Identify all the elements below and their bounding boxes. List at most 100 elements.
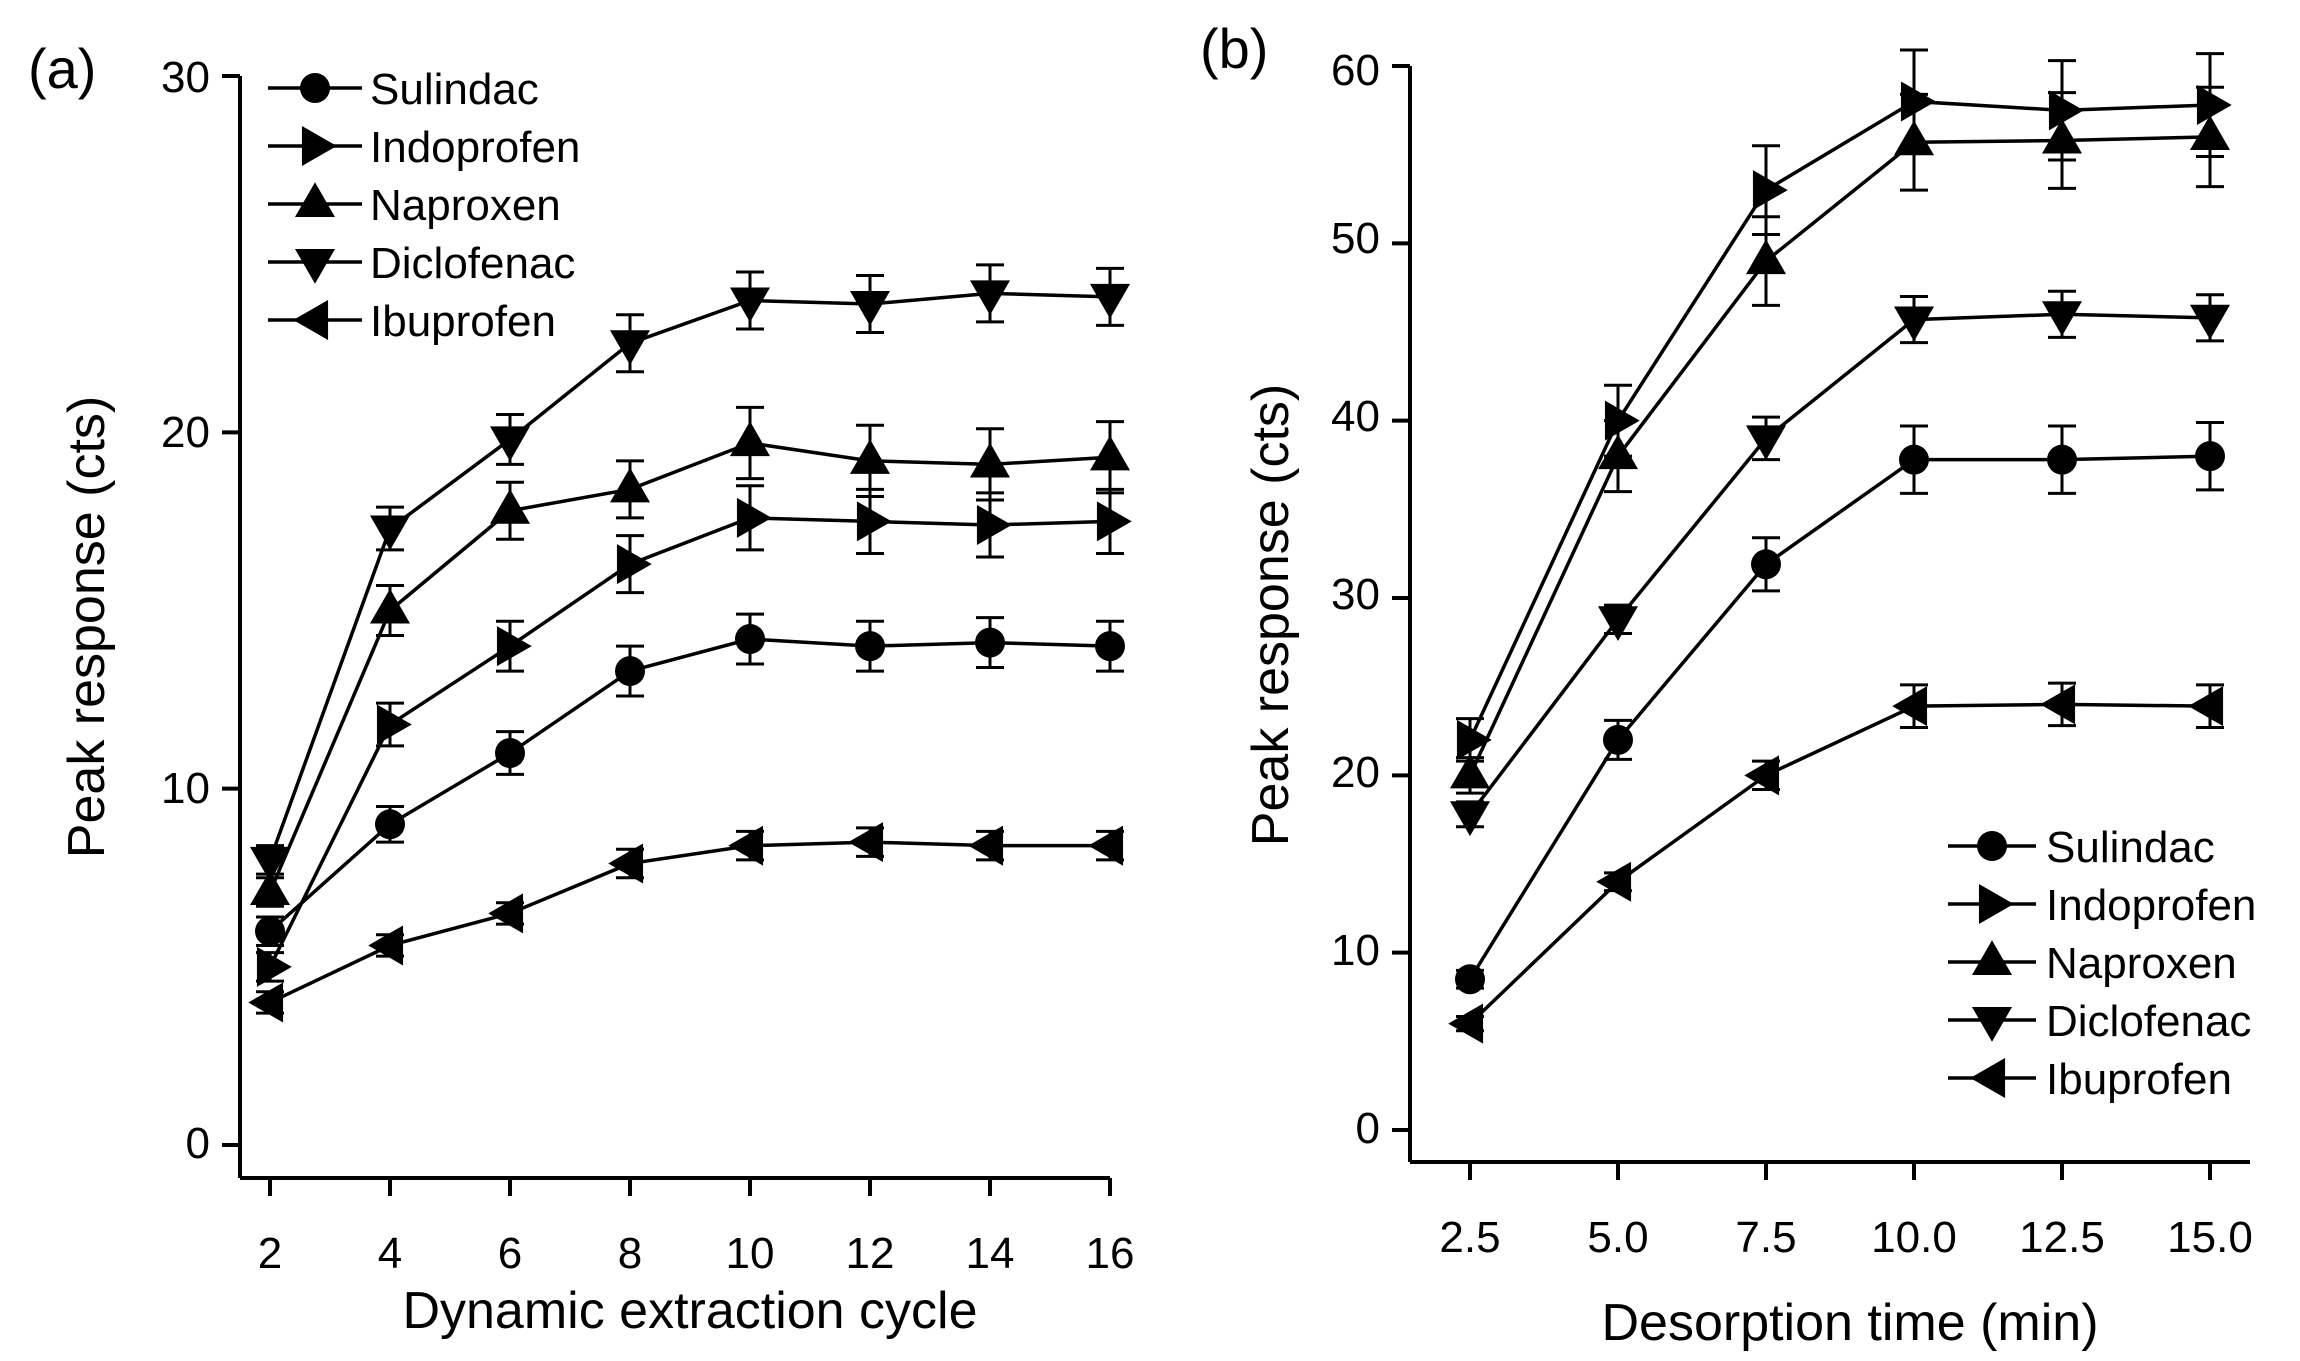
data-point	[489, 426, 531, 462]
data-point	[736, 497, 772, 538]
data-point	[1455, 964, 1485, 995]
series-line	[268, 637, 1111, 933]
data-point	[2041, 301, 2083, 337]
panel-a-x-tick-label: 14	[966, 1229, 1015, 1278]
series-line	[1468, 702, 2211, 1025]
data-point	[1751, 549, 1781, 580]
data-point	[976, 504, 1012, 545]
legend-marker	[293, 299, 329, 341]
data-point	[2189, 304, 2231, 340]
data-point	[1089, 283, 1131, 319]
data-point	[848, 822, 884, 863]
data-point	[1745, 425, 1787, 461]
data-point	[615, 656, 645, 687]
data-point	[1449, 753, 1491, 789]
data-point	[368, 925, 404, 966]
legend-marker	[1970, 1057, 2006, 1099]
data-point	[369, 588, 411, 624]
data-point	[255, 916, 285, 947]
legend-label: Diclofenac	[2046, 997, 2251, 1046]
data-point	[608, 843, 644, 884]
data-point	[1596, 861, 1632, 902]
data-point	[2189, 115, 2231, 150]
data-point	[729, 287, 771, 323]
data-point	[249, 870, 291, 906]
legend-label: Ibuprofen	[370, 297, 556, 346]
data-point	[855, 631, 885, 662]
panel-a-series-sulindac	[255, 612, 1125, 947]
data-point	[2196, 85, 2232, 126]
panel-a-y-tick-label: 0	[186, 1119, 210, 1168]
panel-a-x-tick-label: 6	[498, 1229, 522, 1278]
series-line	[1468, 312, 2211, 816]
panel-a-y-axis-title: Peak response (cts)	[58, 396, 116, 858]
data-point	[375, 809, 405, 840]
data-point	[2040, 684, 2076, 725]
data-point	[969, 442, 1011, 478]
legend-label: Ibuprofen	[2046, 1055, 2232, 1104]
data-point	[1745, 239, 1787, 275]
panel-a-legend: Sulindac Indoprofen Naproxen Diclofenac …	[268, 65, 580, 346]
series-line	[1468, 135, 2211, 777]
panel-b-series-diclofenac	[1449, 289, 2231, 837]
panel-a: (a) 0 10 20 30 2 4 6 8 10 12 14 16 Dynam…	[28, 37, 1134, 1340]
series-line	[269, 840, 1110, 1005]
data-point	[2195, 441, 2225, 472]
data-point	[256, 946, 292, 987]
data-point	[1752, 170, 1788, 211]
data-point	[2188, 686, 2224, 727]
data-point	[616, 544, 652, 585]
panel-b-x-tick-label: 10.0	[1871, 1213, 1957, 1262]
data-point	[2048, 90, 2084, 131]
data-point	[2047, 444, 2077, 475]
legend-label: Sulindac	[370, 65, 539, 114]
data-point	[1456, 719, 1492, 760]
panel-b-y-tick-label: 50	[1331, 214, 1380, 263]
legend-marker	[294, 182, 336, 218]
panel-b-series-naproxen	[1449, 85, 2231, 795]
panel-a-series-ibuprofen	[248, 822, 1124, 1023]
panel-a-x-tick-label: 16	[1086, 1229, 1135, 1278]
legend-marker	[301, 125, 337, 167]
data-point	[1095, 631, 1125, 662]
panel-b-y-tick-label: 30	[1331, 570, 1380, 619]
data-point	[376, 704, 412, 745]
panel-a-label: (a)	[28, 37, 96, 100]
panel-b-x-tick-label: 2.5	[1439, 1213, 1500, 1262]
data-point	[495, 738, 525, 769]
panel-b-y-axis-title: Peak response (cts)	[1242, 384, 1300, 846]
panel-b-y-tick-label: 10	[1331, 926, 1380, 975]
data-point	[849, 291, 891, 326]
panel-b-y-tick-label: 0	[1356, 1104, 1380, 1153]
data-point	[1448, 1003, 1484, 1044]
panel-b-x-axis-title: Desorption time (min)	[1601, 1294, 2098, 1352]
legend-label: Indoprofen	[2046, 881, 2256, 930]
panel-a-y-tick-label: 10	[161, 764, 210, 813]
data-point	[1449, 801, 1491, 837]
panel-a-x-axis-title: Dynamic extraction cycle	[402, 1282, 977, 1340]
data-point	[249, 846, 291, 882]
data-point	[1597, 606, 1639, 642]
panel-b-y-tick-label: 60	[1331, 46, 1380, 95]
data-point	[369, 515, 411, 551]
data-point	[1088, 825, 1124, 866]
panel-a-series-naproxen	[249, 405, 1131, 908]
data-point	[1744, 755, 1780, 796]
panel-a-x-tick-label: 8	[618, 1229, 642, 1278]
data-point	[1899, 444, 1929, 475]
data-point	[609, 467, 651, 503]
panel-a-x-tick-label: 2	[258, 1229, 282, 1278]
data-point	[489, 488, 531, 524]
series-line	[268, 516, 1111, 968]
legend-label: Diclofenac	[370, 239, 575, 288]
series-line	[268, 291, 1111, 861]
data-point	[609, 330, 651, 365]
panel-b-x-tick-label: 7.5	[1735, 1213, 1796, 1262]
panel-b-y-tick-label: 40	[1331, 392, 1380, 441]
panel-a-x-tick-label: 10	[726, 1229, 775, 1278]
legend-label: Naproxen	[370, 181, 561, 230]
legend-label: Indoprofen	[370, 123, 580, 172]
panel-b-series-ibuprofen	[1448, 681, 2224, 1044]
data-point	[729, 421, 771, 457]
